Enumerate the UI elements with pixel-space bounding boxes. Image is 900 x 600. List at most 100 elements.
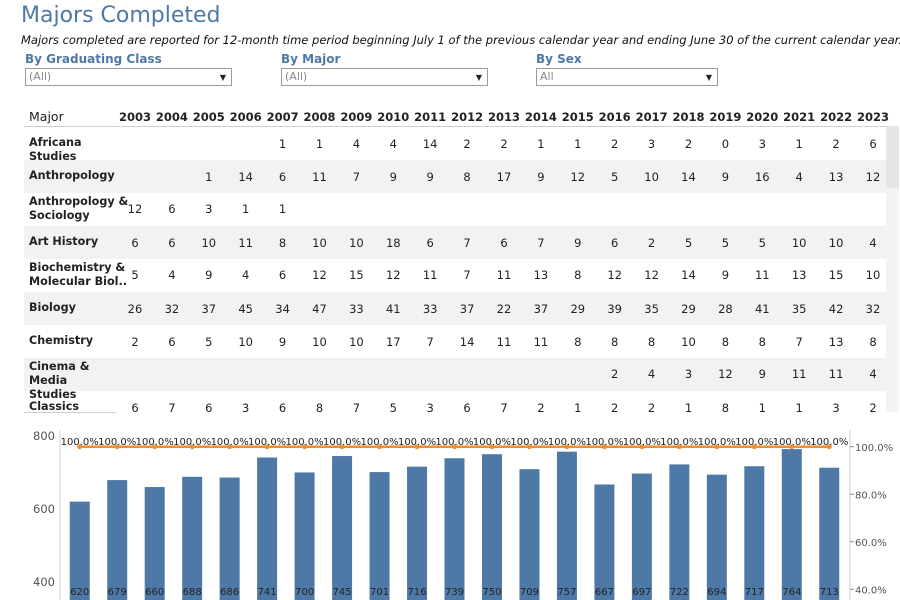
table-row: Classics 6 7 6 3 6 8 7 5 3 6 7 2 1 2 2 1 8 1 1 3 2: [24, 391, 886, 417]
table-cell: 13: [828, 170, 844, 184]
bar: [706, 474, 727, 600]
bar-value-label: 688: [183, 587, 202, 598]
filter-label: By Graduating Class: [25, 52, 162, 66]
table-cell: 2: [611, 401, 619, 415]
table-row: Cinema & Media Studies 2 4 3 12 9 11 11 4: [24, 358, 886, 401]
table-cell: 1: [758, 401, 766, 415]
percent-label: 100.0%: [136, 437, 174, 448]
table-cell: 47: [312, 302, 327, 316]
table-cell: 6: [278, 170, 287, 184]
percent-point: [264, 444, 270, 450]
bar: [219, 477, 240, 600]
percent-label: 100.0%: [398, 437, 436, 448]
table-cell: 35: [644, 302, 659, 316]
year-header: 2021: [783, 110, 816, 124]
table-cell: 11: [754, 268, 770, 282]
percent-label: 100.0%: [98, 437, 136, 448]
table-cell: 1: [574, 137, 582, 151]
table-cell: 12: [607, 268, 622, 282]
percent-point: [639, 444, 645, 450]
bar-value-label: 701: [370, 587, 389, 598]
filter-major: By Major (All) ▼: [281, 52, 488, 86]
table-cell: 8: [611, 335, 619, 349]
sex-select[interactable]: All ▼: [536, 68, 718, 86]
table-cell: 33: [349, 302, 364, 316]
table-cell: 26: [127, 302, 143, 316]
table-cell: 34: [275, 302, 290, 316]
major-select[interactable]: (All) ▼: [281, 68, 488, 86]
table-cell: 10: [349, 236, 364, 250]
table-cell: 10: [644, 170, 659, 184]
table-cell: 12: [127, 202, 143, 216]
bar-value-label: 722: [670, 587, 689, 598]
percent-label: 100.0%: [286, 437, 324, 448]
table-cell: 5: [205, 335, 213, 349]
bar-value-label: 713: [820, 587, 839, 598]
percent-point: [152, 444, 158, 450]
year-header: 2014: [524, 110, 557, 124]
table-cell: 3: [684, 367, 693, 381]
table-cell: 14: [681, 170, 696, 184]
percent-label: 100.0%: [435, 437, 473, 448]
percent-label: 100.0%: [211, 437, 249, 448]
table-cell: 11: [496, 268, 512, 282]
percent-point: [414, 444, 420, 450]
bar-value-label: 667: [595, 587, 614, 598]
right-axis-tick: 100.0%: [855, 443, 893, 454]
table-cell: 6: [500, 236, 508, 250]
table-cell: 13: [533, 268, 549, 282]
bar: [781, 449, 802, 600]
year-header: 2016: [598, 110, 631, 124]
table-row: Biochemistry & Molecular Biol.. 5 4 9 4 6 12 15 1…: [24, 259, 886, 292]
percent-point: [452, 444, 457, 450]
table-cell: 1: [574, 401, 582, 415]
bar-value-label: 686: [220, 587, 239, 598]
graduating-class-select[interactable]: (All) ▼: [25, 68, 232, 86]
table-cell: 13: [828, 335, 844, 349]
chevron-down-icon[interactable]: ▼: [705, 73, 712, 82]
bar-value-label: 757: [557, 587, 576, 598]
table-cell: 7: [500, 401, 508, 415]
bar: [519, 469, 540, 600]
table-cell: 12: [312, 268, 327, 282]
percent-label: 100.0%: [248, 437, 286, 448]
percent-label: 100.0%: [473, 437, 511, 448]
table-cell: 11: [312, 170, 327, 184]
chevron-down-icon[interactable]: ▼: [475, 73, 482, 82]
left-axis-tick: 400: [33, 575, 55, 589]
table-cell: 13: [791, 268, 807, 282]
scrollbar-track[interactable]: [886, 188, 899, 412]
percent-label: 100.0%: [660, 437, 698, 448]
scrollbar-thumb[interactable]: [886, 126, 899, 188]
left-axis-tick: 600: [33, 502, 55, 516]
table-cell: 4: [795, 170, 803, 184]
table-cell: 8: [574, 335, 582, 349]
bar: [144, 487, 165, 600]
filter-graduating-class: By Graduating Class (All) ▼: [25, 52, 232, 86]
bar-value-label: 694: [707, 587, 726, 598]
table-cell: 7: [352, 401, 361, 415]
row-major-name: Classics: [29, 400, 80, 413]
table-cell: 5: [131, 268, 139, 282]
percent-label: 100.0%: [510, 437, 548, 448]
chevron-down-icon[interactable]: ▼: [219, 73, 226, 82]
right-axis-tick: 40.0%: [855, 585, 887, 596]
table-cell: 2: [611, 137, 619, 151]
table-cell: 14: [681, 268, 696, 282]
bar: [294, 472, 315, 600]
table-cell: 11: [496, 335, 512, 349]
table-cell: 3: [758, 137, 766, 151]
percent-point: [377, 444, 383, 450]
percent-point: [676, 444, 682, 450]
year-header: 2007: [266, 110, 299, 124]
table-cell: 7: [463, 268, 471, 282]
year-header: 2012: [451, 110, 484, 124]
table-cell: 11: [422, 268, 438, 282]
table-cell: 7: [795, 335, 803, 349]
table-cell: 2: [463, 137, 471, 151]
table-cell: 32: [865, 302, 881, 316]
year-header: 2004: [155, 110, 188, 124]
bar: [744, 466, 765, 600]
table-cell: 5: [611, 170, 619, 184]
bar-value-label: 717: [745, 587, 764, 598]
